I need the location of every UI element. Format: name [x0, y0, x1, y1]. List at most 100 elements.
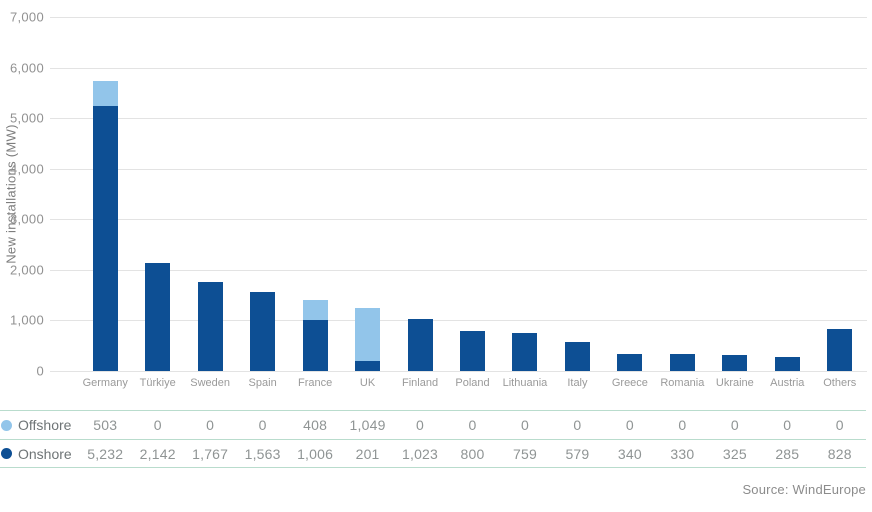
bar-column	[656, 17, 708, 371]
bar-column	[761, 17, 813, 371]
x-axis-label: Poland	[455, 377, 490, 389]
table-cell: 0	[573, 417, 582, 433]
bar-segment-offshore	[92, 81, 118, 107]
table-cell: 579	[565, 445, 590, 462]
bar-column	[131, 17, 183, 371]
bar-column	[394, 17, 446, 371]
y-tick-label: 4,000	[9, 161, 44, 177]
bar-column	[551, 17, 603, 371]
gridline	[50, 219, 867, 221]
bar-segment-onshore	[197, 281, 223, 371]
bar-segment-onshore	[512, 332, 538, 371]
table-cell: 1,023	[402, 445, 439, 462]
bar-column	[709, 17, 761, 371]
gridline	[50, 17, 867, 18]
bar-segment-onshore	[722, 354, 748, 371]
table-cell: 0	[678, 417, 687, 433]
bar-segment-onshore	[92, 106, 118, 371]
x-axis-label: Germany	[82, 377, 128, 389]
plot-area	[50, 17, 867, 372]
table-cell: 0	[783, 417, 792, 433]
gridline	[50, 67, 867, 69]
gridline	[50, 118, 867, 120]
table-cell: 0	[835, 417, 844, 433]
gridline	[50, 371, 867, 372]
bar-segment-onshore	[145, 262, 171, 371]
table-row: Onshore 5,232 2,142 1,767 1,563 1,006 201 1,023…	[0, 439, 866, 468]
bar-column	[184, 17, 236, 371]
row-label-cell: Onshore	[0, 446, 79, 462]
x-axis-label: Türkiye	[139, 377, 176, 389]
table-cell: 2,142	[139, 445, 176, 462]
bar-segment-offshore	[355, 307, 381, 361]
bar-segment-onshore	[774, 356, 800, 371]
x-axis-label: Ukraine	[715, 377, 754, 389]
y-tick-label: 0	[36, 363, 44, 379]
bar-column	[79, 17, 131, 371]
table-cell: 408	[303, 417, 328, 433]
x-axis-label: Greece	[611, 377, 648, 389]
legend-dot-onshore	[1, 448, 12, 459]
wind-installations-chart: New installations (MW) 0 1,000 2,000 3,000 4…	[4, 9, 867, 389]
source-attribution: Source: WindEurope	[742, 482, 866, 497]
y-tick-label: 7,000	[9, 9, 44, 25]
table-row: Offshore 503 0 0 0 408 1,049 0 0 0 0 0 0 0 0 0	[0, 410, 866, 439]
y-tick-label: 5,000	[9, 110, 44, 126]
y-tick-label: 1,000	[9, 312, 44, 328]
x-axis-label: Romania	[660, 377, 705, 389]
bar-segment-onshore	[407, 319, 433, 371]
table-cell: 201	[355, 445, 380, 462]
table-cell: 503	[93, 417, 118, 433]
bar-column	[814, 17, 866, 371]
y-tick-label: 6,000	[9, 60, 44, 76]
x-axis-labels: Germany Türkiye Sweden Spain France UK Finland…	[79, 377, 866, 389]
table-cell: 0	[625, 417, 634, 433]
gridline	[50, 168, 867, 170]
table-cell: 759	[512, 445, 537, 462]
x-axis-label: UK	[359, 377, 376, 389]
table-cell: 0	[206, 417, 215, 433]
table-cell: 0	[258, 417, 267, 433]
gridline	[50, 269, 867, 271]
row-label: Onshore	[18, 445, 72, 462]
x-axis-label: Italy	[567, 377, 588, 389]
legend-dot-offshore	[1, 419, 12, 431]
x-axis-label: Spain	[248, 377, 277, 389]
x-axis-label: Others	[823, 377, 857, 389]
bar-segment-offshore	[302, 299, 328, 321]
bar-column	[499, 17, 551, 371]
table-cell: 0	[468, 417, 477, 433]
bar-column	[341, 17, 393, 371]
bar-column	[289, 17, 341, 371]
bar-segment-onshore	[617, 353, 643, 371]
row-label-cell: Offshore	[0, 417, 79, 433]
x-axis-label: Finland	[401, 377, 439, 389]
x-axis-label: Sweden	[190, 377, 231, 389]
y-tick-label: 2,000	[9, 262, 44, 278]
x-axis-label: Austria	[770, 377, 805, 389]
bars-area	[79, 17, 866, 371]
bar-segment-onshore	[669, 354, 695, 371]
bar-segment-onshore	[459, 330, 485, 371]
gridline	[50, 320, 867, 322]
table-cell: 800	[460, 445, 485, 462]
bar-segment-onshore	[302, 320, 328, 371]
x-axis-label: Lithuania	[502, 377, 548, 389]
table-cell: 0	[520, 417, 529, 433]
table-cell: 828	[827, 445, 852, 462]
data-table: Offshore 503 0 0 0 408 1,049 0 0 0 0 0 0 0 0 0 Onshore 5,…	[0, 410, 866, 468]
bar-column	[604, 17, 656, 371]
table-cell: 0	[153, 417, 162, 433]
x-axis-label: France	[297, 377, 333, 389]
table-cell: 1,767	[192, 445, 229, 462]
bar-column	[236, 17, 288, 371]
table-cell: 330	[670, 445, 695, 462]
row-label: Offshore	[18, 417, 72, 433]
bar-segment-onshore	[564, 341, 590, 371]
bar-segment-onshore	[827, 329, 853, 371]
bar-segment-onshore	[355, 360, 381, 371]
table-cell: 285	[775, 445, 800, 462]
table-cell: 1,049	[349, 417, 386, 433]
y-tick-label: 3,000	[9, 211, 44, 227]
table-cell: 5,232	[87, 445, 124, 462]
